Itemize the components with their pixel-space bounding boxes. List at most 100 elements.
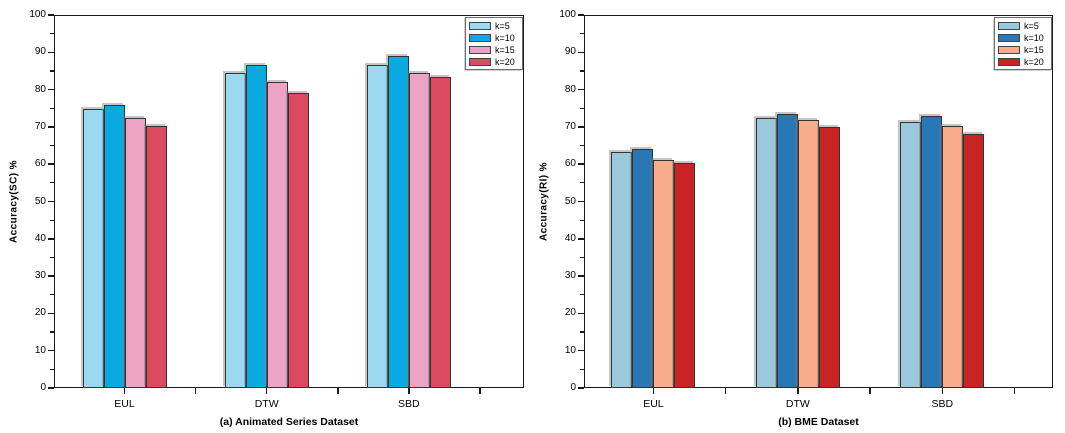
y-major-tick [48, 14, 54, 16]
y-major-tick [578, 275, 584, 277]
x-tick [797, 388, 799, 394]
bar-k-20-sbd [429, 77, 451, 388]
legend: k=5 k=10 k=15 k=20 [465, 17, 523, 70]
bar-k-5-dtw [755, 117, 777, 388]
y-tick-label: 20 [564, 307, 576, 319]
legend-label-k-15: k=15 [495, 44, 515, 55]
y-tick-label: 100 [559, 9, 576, 20]
legend-swatch-k-20 [998, 57, 1020, 66]
y-tick-label: 70 [564, 120, 576, 132]
y-tick-label: 40 [34, 232, 46, 244]
bar-k-20-dtw [287, 92, 309, 388]
y-minor-tick [50, 331, 54, 333]
bar-k-15-dtw [266, 81, 288, 388]
y-major-tick [578, 312, 584, 315]
y-axis-title: Accuracy(SC) % [8, 159, 20, 243]
y-minor-tick [50, 294, 54, 296]
y-minor-tick [580, 182, 584, 184]
x-tick [869, 388, 871, 394]
y-minor-tick [580, 107, 584, 109]
y-axis-title: Accuracy(RI) % [538, 161, 550, 241]
bar-k-10-eul [632, 148, 654, 388]
legend-label-k-15: k=15 [1024, 44, 1044, 55]
legend-label-k-20: k=20 [1024, 56, 1044, 67]
y-major-tick [578, 14, 584, 16]
bar-k-20-sbd [963, 134, 985, 388]
y-tick-label: 0 [40, 382, 46, 393]
y-major-tick [48, 238, 54, 240]
y-tick-label: 10 [34, 344, 46, 356]
legend-swatch-k-5 [998, 21, 1020, 30]
y-major-tick [48, 88, 54, 91]
legend-item-k-5: k=5 [469, 20, 519, 31]
bar-k-15-eul [124, 118, 146, 388]
y-major-tick [48, 349, 54, 352]
x-tick [941, 388, 944, 394]
y-minor-tick [580, 70, 584, 72]
x-tick [652, 388, 655, 394]
chart-caption: (a) Animated Series Dataset [219, 416, 359, 428]
x-tick [408, 388, 410, 394]
y-tick-label: 90 [564, 46, 576, 58]
y-tick-label: 50 [34, 195, 46, 207]
x-category-label-eul: EUL [114, 398, 135, 410]
x-tick [479, 388, 481, 394]
y-tick-label: 0 [570, 382, 576, 393]
bar-k-10-dtw [776, 114, 798, 388]
x-tick [1013, 388, 1016, 394]
y-minor-tick [50, 182, 54, 184]
legend-label-k-10: k=10 [1024, 32, 1044, 43]
bar-k-5-sbd [900, 122, 922, 388]
bar-k-5-eul [611, 151, 633, 388]
y-major-tick [578, 51, 584, 54]
bar-k-5-sbd [366, 64, 388, 388]
y-tick-label: 80 [34, 83, 46, 95]
legend-item-k-15: k=15 [469, 44, 519, 55]
y-tick-label: 10 [564, 344, 576, 356]
y-minor-tick [580, 331, 584, 333]
legend-item-k-20: k=20 [469, 56, 519, 67]
y-tick-label: 50 [564, 195, 576, 207]
y-tick-label: 80 [564, 83, 576, 95]
legend-swatch-k-15 [998, 45, 1020, 54]
legend-label-k-5: k=5 [495, 20, 510, 31]
y-minor-tick [580, 294, 584, 296]
y-major-tick [48, 163, 54, 165]
x-tick [724, 388, 727, 394]
y-minor-tick [580, 368, 584, 370]
legend-item-k-5: k=5 [998, 20, 1048, 31]
y-major-tick [578, 349, 584, 352]
y-major-tick [48, 51, 54, 54]
x-category-label-sbd: SBD [398, 398, 420, 410]
bar-k-10-dtw [245, 65, 267, 388]
y-minor-tick [580, 144, 584, 147]
y-tick-label: 20 [34, 307, 46, 319]
legend-item-k-10: k=10 [998, 32, 1048, 43]
legend-swatch-k-15 [469, 45, 491, 54]
y-tick-label: 100 [29, 9, 46, 20]
bar-k-15-dtw [797, 119, 819, 388]
y-tick-label: 90 [34, 46, 46, 58]
bar-k-20-eul [145, 126, 167, 388]
x-category-label-dtw: DTW [254, 398, 279, 410]
bar-k-20-dtw [818, 126, 840, 388]
y-minor-tick [50, 368, 54, 370]
y-tick-label: 70 [34, 120, 46, 132]
legend-label-k-5: k=5 [1024, 20, 1039, 31]
chart-caption: (b) BME Dataset [778, 416, 859, 428]
x-category-label-eul: EUL [643, 398, 664, 410]
y-major-tick [48, 200, 54, 203]
y-major-tick [578, 238, 584, 240]
y-minor-tick [50, 107, 54, 109]
y-minor-tick [580, 33, 584, 35]
x-category-label-dtw: DTW [785, 398, 810, 410]
y-major-tick [578, 126, 584, 128]
y-major-tick [578, 163, 584, 165]
y-minor-tick [580, 256, 584, 259]
legend-swatch-k-10 [998, 33, 1020, 42]
legend-swatch-k-10 [469, 33, 491, 42]
legend-item-k-15: k=15 [998, 44, 1048, 55]
y-tick-label: 60 [34, 158, 46, 170]
y-major-tick [578, 200, 584, 203]
